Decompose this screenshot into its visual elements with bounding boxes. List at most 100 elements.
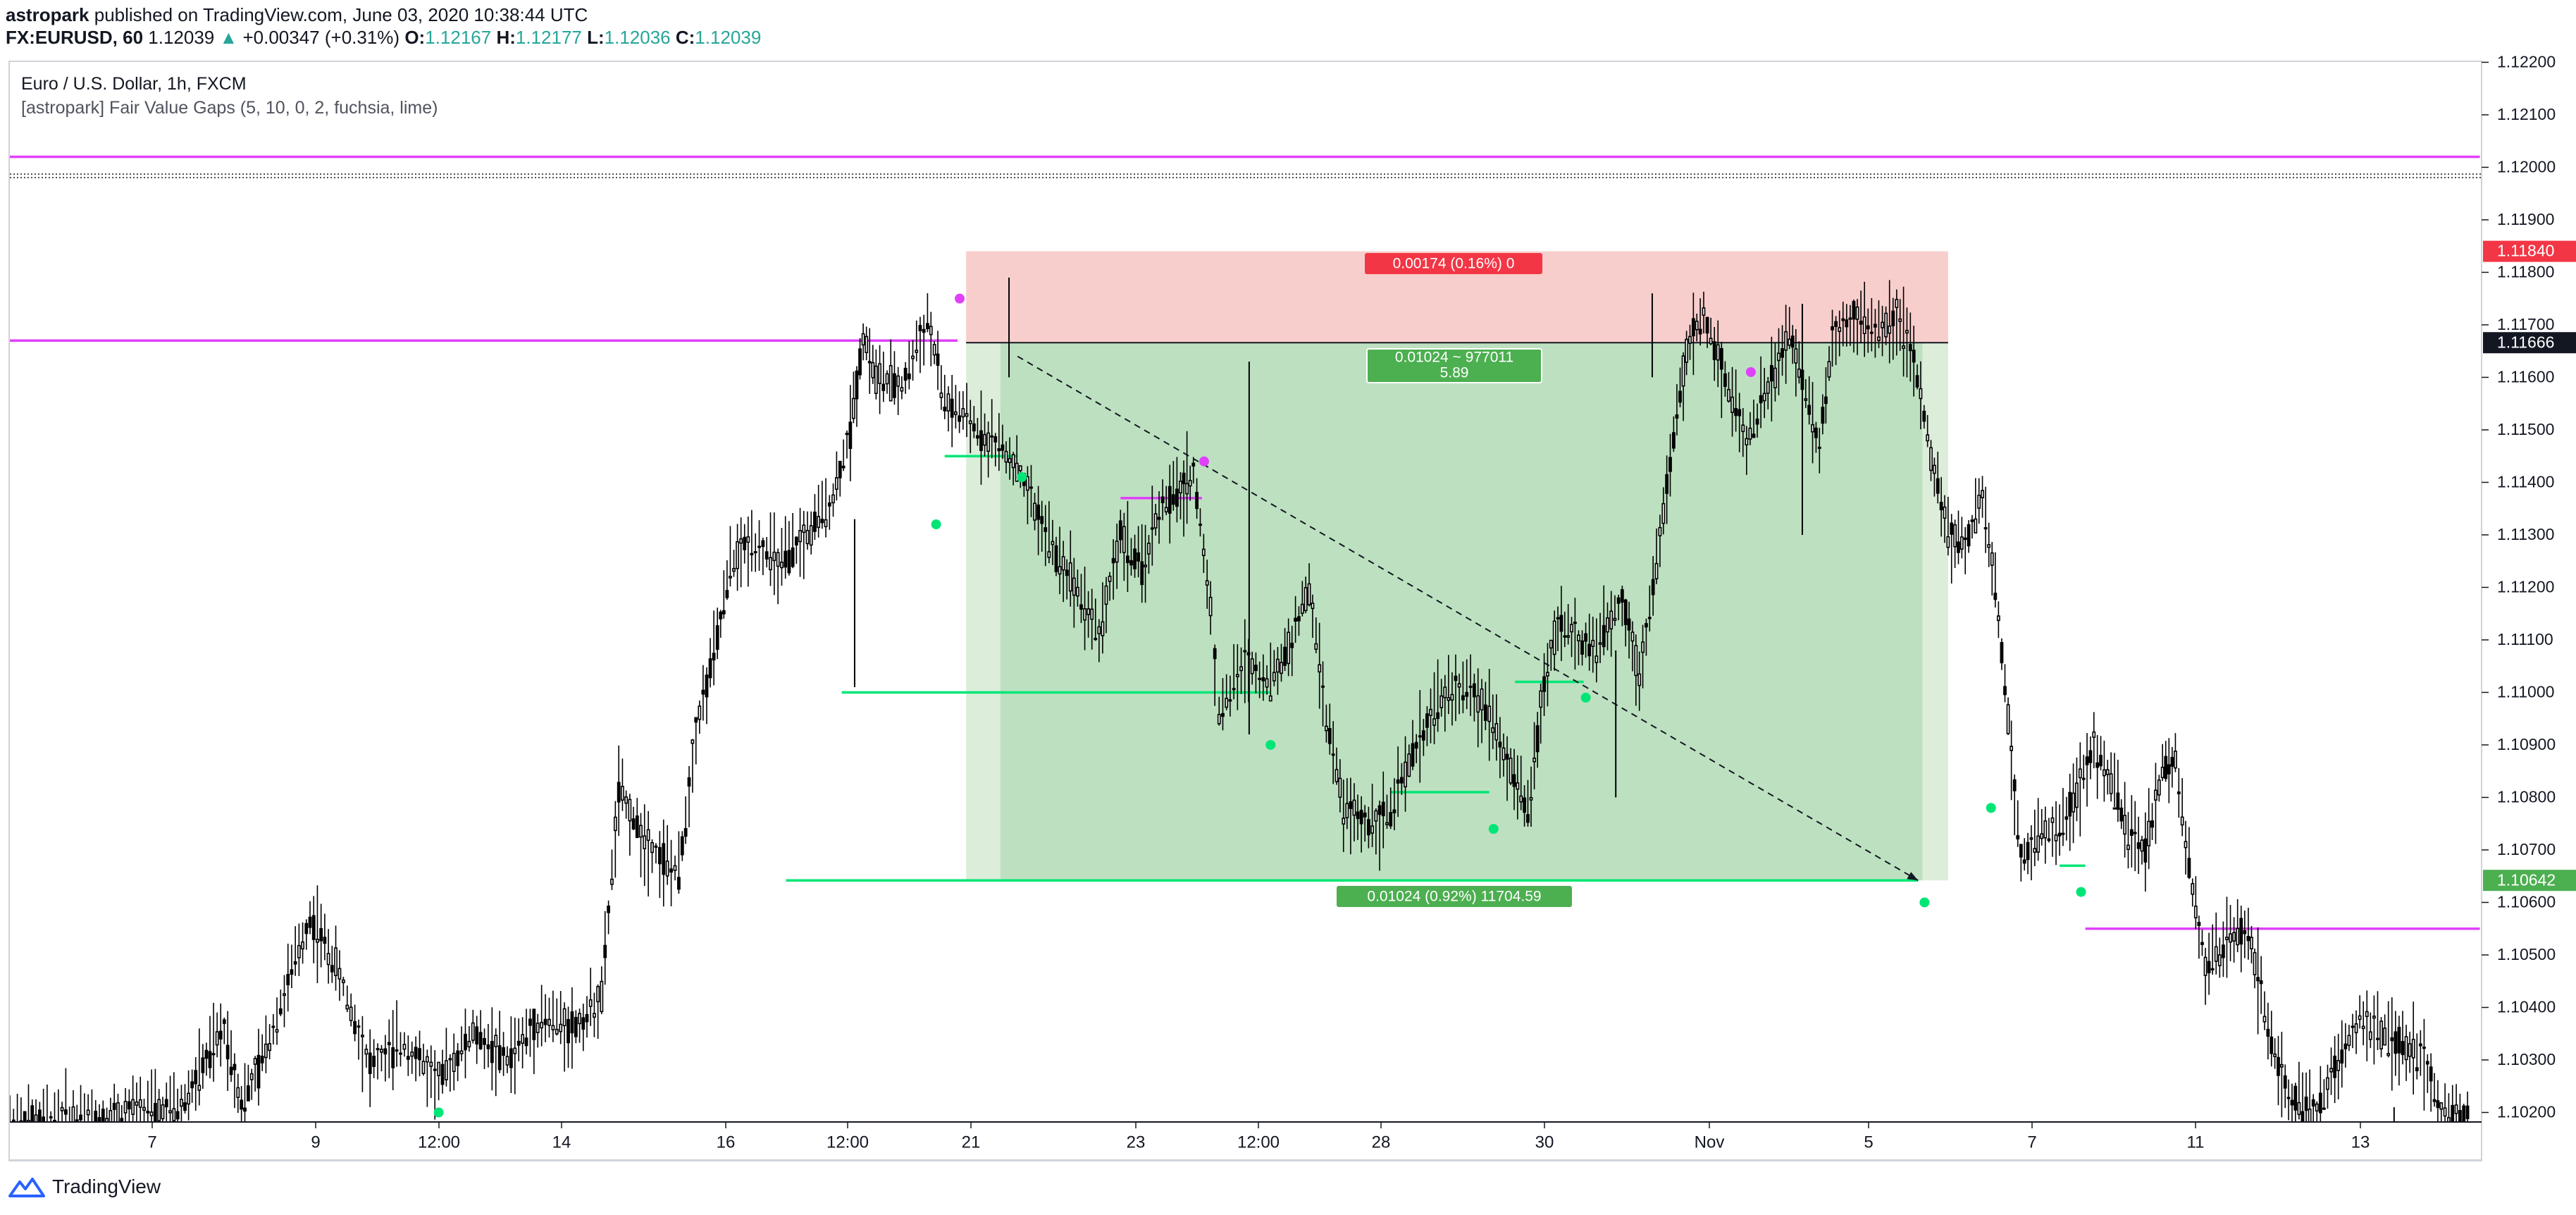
candle-body [497, 1045, 502, 1071]
candle-body [624, 796, 628, 804]
lime-fvg-marker [1986, 803, 1996, 813]
candle-body [505, 1056, 509, 1066]
candle-body [1645, 623, 1648, 628]
candle-body [175, 1111, 180, 1120]
candle-body [1111, 557, 1115, 564]
candle-body [1450, 693, 1454, 701]
symbol[interactable]: FX:EURUSD, 60 [6, 27, 144, 48]
price-tick-label: 1.11600 [2497, 368, 2554, 386]
author-name[interactable]: astropark [6, 4, 89, 25]
candle-body [376, 1048, 380, 1051]
candle-body [2262, 1016, 2267, 1023]
candle-body [2259, 980, 2263, 985]
candle-body [368, 1052, 372, 1075]
candle-body [2022, 859, 2026, 864]
candle-body [63, 1109, 68, 1115]
candle-body [753, 550, 757, 554]
candle-body [2143, 838, 2148, 863]
candle-body [1385, 822, 1389, 825]
candle-body [1834, 321, 1838, 327]
candle-body [1033, 502, 1036, 521]
candle-body [2390, 1037, 2394, 1042]
candle-body [1848, 317, 1852, 320]
candle-body [1118, 520, 1122, 541]
candle-body [448, 1058, 452, 1061]
candle-body [2411, 1039, 2415, 1059]
footer-brand[interactable]: TradingView [8, 1176, 161, 1198]
candle-body [1702, 307, 1706, 316]
high-value: 1.12177 [515, 27, 582, 48]
candle-body [1443, 686, 1447, 698]
candle-body [2253, 951, 2257, 975]
candle-body [896, 375, 900, 387]
legend-title[interactable]: Euro / U.S. Dollar, 1h, FXCM [21, 74, 247, 94]
candle-body [2329, 1068, 2333, 1073]
candle-body [772, 551, 776, 562]
candle-body [739, 538, 743, 544]
candle-body [2451, 1104, 2455, 1122]
legend-indicator[interactable]: [astropark] Fair Value Gaps (5, 10, 0, 2… [21, 98, 438, 118]
candle-body [2246, 935, 2250, 942]
lime-fvg-marker [1265, 739, 1276, 750]
candle-body [885, 373, 889, 385]
candle-body [1261, 677, 1265, 681]
candle-body [1129, 560, 1133, 566]
candle-body [1429, 708, 1432, 716]
candle-body [75, 1119, 79, 1122]
candle-body [669, 868, 673, 873]
candle-body [1566, 635, 1571, 639]
candle-body [2105, 769, 2110, 775]
price-tick-label: 1.11300 [2497, 525, 2554, 543]
candle-body [827, 502, 831, 507]
candle-body [437, 1061, 441, 1077]
candle-body [1678, 390, 1682, 403]
candle-body [1926, 434, 1930, 442]
candle-body [607, 906, 611, 913]
candle-body [2277, 1056, 2280, 1076]
candle-body [183, 1102, 187, 1111]
trendline [1017, 355, 1919, 882]
price-tick-label: 1.11200 [2497, 578, 2554, 596]
candle-body [2236, 927, 2240, 946]
candle-body [222, 1019, 226, 1024]
candle-body [1001, 444, 1005, 451]
candle-body [2239, 918, 2243, 945]
candle-body [1217, 713, 1221, 724]
candle-body [1108, 575, 1112, 582]
candle-body [161, 1104, 165, 1120]
candle-body [1054, 545, 1058, 572]
lime-fvg-marker [931, 519, 941, 530]
symbol-info: FX:EURUSD, 60 1.12039 ▲ +0.00347 (+0.31%… [6, 27, 761, 48]
candle-body [1845, 319, 1849, 328]
candle-body [802, 524, 806, 534]
candle-body [475, 1026, 479, 1045]
candle-body [1637, 673, 1642, 686]
candle-body [236, 1087, 240, 1099]
candle-body [1602, 624, 1606, 648]
candle-body [1915, 375, 1919, 388]
candle-body [855, 370, 859, 400]
candle-body [395, 1049, 399, 1052]
close-label: C: [675, 27, 695, 48]
candle-body [1501, 747, 1506, 760]
candle-body [131, 1099, 135, 1115]
candle-body [729, 576, 732, 579]
candle-body [585, 1013, 589, 1023]
candle-body [578, 1013, 581, 1025]
candle-body [787, 550, 791, 574]
candle-body [1182, 472, 1186, 485]
candle-body [246, 1085, 250, 1102]
candle-body [1418, 735, 1422, 738]
candle-body [1675, 414, 1679, 419]
candle-body [101, 1109, 105, 1122]
candle-body [979, 430, 983, 451]
candle-body [1461, 695, 1465, 701]
candle-body [1272, 672, 1276, 681]
candle-body [2376, 1037, 2379, 1040]
candle-body [1959, 536, 1964, 550]
candle-body [1919, 388, 1923, 400]
candle-body [1101, 621, 1105, 636]
candle-body [993, 436, 998, 443]
